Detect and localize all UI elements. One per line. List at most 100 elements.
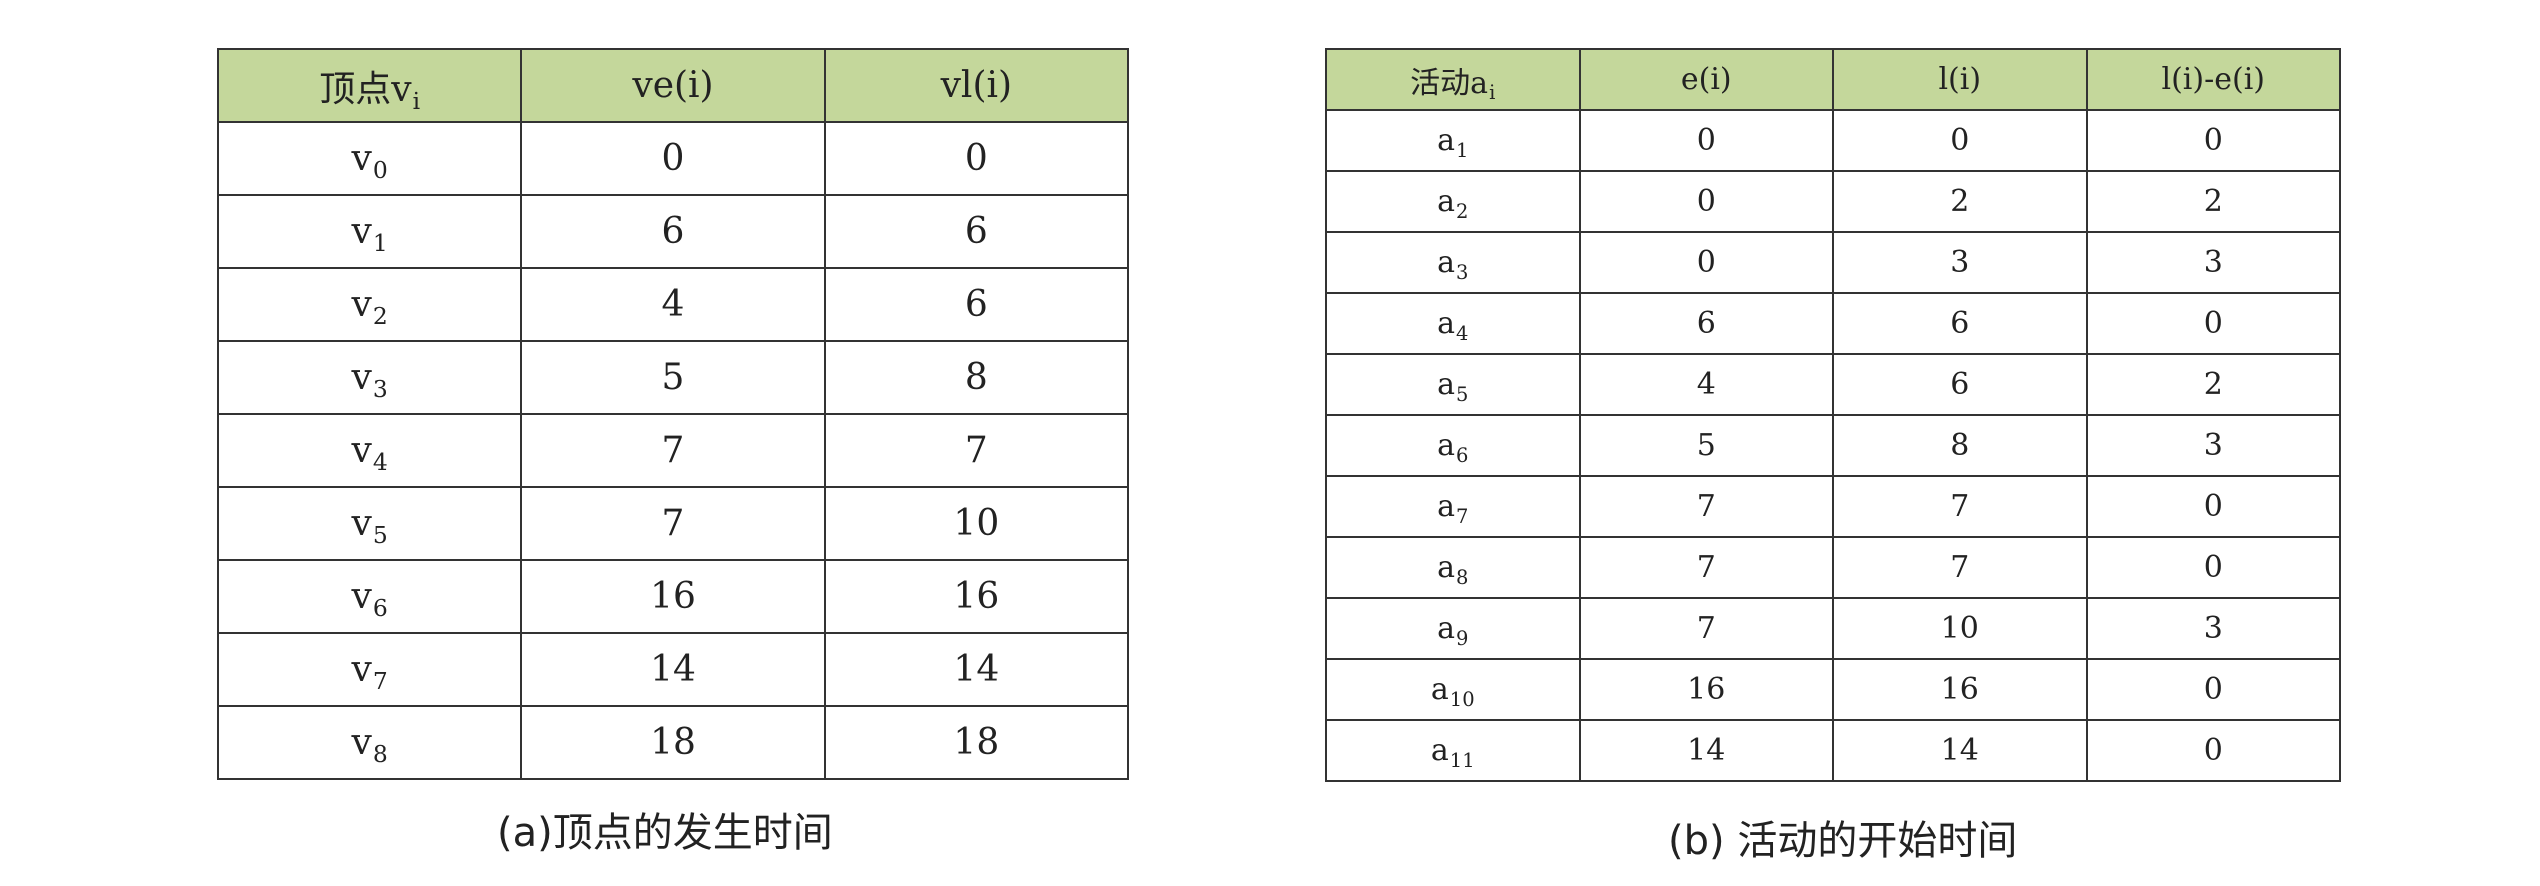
cell-e: 0	[1578, 231, 1834, 294]
cell-ve: 16	[520, 559, 826, 634]
cell-ve: 4	[520, 267, 826, 342]
row-label: a	[1430, 672, 1449, 707]
cell-e: 7	[1578, 475, 1834, 538]
row-label-cell: a9	[1325, 597, 1581, 660]
row-label: a	[1437, 428, 1455, 463]
cell-l: 6	[1832, 292, 2088, 355]
table-row: a1 0 0 0	[1325, 109, 2341, 172]
row-label-subscript: 5	[1455, 382, 1469, 406]
row-label-cell: a11	[1325, 719, 1581, 782]
table-row: a10 16 16 0	[1325, 658, 2341, 721]
row-label-subscript: 10	[1449, 687, 1475, 711]
cell-e: 6	[1578, 292, 1834, 355]
cell-l: 2	[1832, 170, 2088, 233]
table-header-row: 活动ai e(i) l(i) l(i)-e(i)	[1325, 48, 2341, 111]
cell-d: 3	[2085, 231, 2341, 294]
row-label-cell: v0	[216, 121, 523, 196]
table-row: a8 7 7 0	[1325, 536, 2341, 599]
cell-d: 0	[2085, 292, 2341, 355]
row-label-subscript: 2	[1455, 199, 1469, 223]
row-label-cell: a4	[1325, 292, 1581, 355]
table-row: v6 16 16	[216, 559, 1130, 634]
table-row: a4 6 6 0	[1325, 292, 2341, 355]
row-label: v	[351, 138, 372, 179]
table-row: v0 0 0	[216, 121, 1130, 196]
l-column-header: l(i)	[1832, 48, 2088, 111]
cell-ve: 0	[520, 121, 826, 196]
row-label: v	[351, 284, 372, 325]
row-label-subscript: 8	[1455, 565, 1469, 589]
row-label: a	[1437, 245, 1455, 280]
table-row: v4 7 7	[216, 413, 1130, 488]
row-label-cell: a7	[1325, 475, 1581, 538]
row-label-subscript: 11	[1449, 748, 1475, 772]
cell-vl: 8	[823, 340, 1130, 415]
cell-vl: 14	[823, 632, 1130, 707]
cell-l: 8	[1832, 414, 2088, 477]
cell-l: 7	[1832, 536, 2088, 599]
cell-e: 7	[1578, 597, 1834, 660]
vertex-table-body: v0 0 0 v1 6 6 v2 4 6 v3 5 8 v4 7 7 v5 7 10 v6 16 16 v7 14 14 v8 1…	[216, 121, 1130, 780]
row-label-subscript: 6	[1455, 443, 1469, 467]
table-header-row: 顶点vi ve(i) vl(i)	[216, 48, 1130, 123]
table-row: v7 14 14	[216, 632, 1130, 707]
row-label-subscript: 6	[372, 594, 388, 623]
table-row: v2 4 6	[216, 267, 1130, 342]
row-label-subscript: 4	[1455, 321, 1469, 345]
row-label-cell: a5	[1325, 353, 1581, 416]
activity-time-table: 活动ai e(i) l(i) l(i)-e(i) a1 0 0 0 a2 0 2 2 a3 0 3 3…	[1325, 48, 2341, 782]
row-label: v	[351, 722, 372, 763]
row-label: v	[351, 430, 372, 471]
row-label-subscript: 1	[372, 229, 388, 258]
row-label-cell: a6	[1325, 414, 1581, 477]
row-label: v	[351, 503, 372, 544]
cell-e: 0	[1578, 170, 1834, 233]
slack-column-header: l(i)-e(i)	[2085, 48, 2341, 111]
row-label-cell: a8	[1325, 536, 1581, 599]
row-label-cell: v8	[216, 705, 523, 780]
activity-table-body: a1 0 0 0 a2 0 2 2 a3 0 3 3 a4 6 6 0 a5 4 6 2 a6 5 8 3 a7 7 7 0 a8 7 7 0…	[1325, 109, 2341, 782]
row-label: v	[351, 357, 372, 398]
cell-e: 14	[1578, 719, 1834, 782]
row-label: a	[1437, 306, 1455, 341]
row-label-cell: v7	[216, 632, 523, 707]
table-row: v3 5 8	[216, 340, 1130, 415]
cell-ve: 5	[520, 340, 826, 415]
row-label: v	[351, 576, 372, 617]
cell-d: 3	[2085, 414, 2341, 477]
header-label: 顶点v	[319, 68, 412, 110]
row-label-cell: v5	[216, 486, 523, 561]
cell-ve: 18	[520, 705, 826, 780]
cell-vl: 6	[823, 194, 1130, 269]
row-label: a	[1437, 550, 1455, 585]
table-row: v8 18 18	[216, 705, 1130, 780]
e-column-header: e(i)	[1578, 48, 1834, 111]
row-label: a	[1437, 367, 1455, 402]
cell-d: 0	[2085, 109, 2341, 172]
row-label-subscript: 7	[372, 667, 388, 696]
row-label-subscript: 8	[372, 740, 388, 769]
row-label-subscript: 5	[372, 521, 388, 550]
header-subscript: i	[412, 86, 421, 115]
cell-e: 4	[1578, 353, 1834, 416]
row-label: a	[1437, 123, 1455, 158]
cell-d: 3	[2085, 597, 2341, 660]
table-row: a9 7 10 3	[1325, 597, 2341, 660]
cell-d: 0	[2085, 719, 2341, 782]
table-row: a7 7 7 0	[1325, 475, 2341, 538]
cell-l: 0	[1832, 109, 2088, 172]
cell-d: 2	[2085, 353, 2341, 416]
row-label-cell: v1	[216, 194, 523, 269]
vertex-column-header: 顶点vi	[216, 48, 523, 123]
row-label-cell: a1	[1325, 109, 1581, 172]
vertex-time-table: 顶点vi ve(i) vl(i) v0 0 0 v1 6 6 v2 4 6 v3 5 8 v4 7 7 v5 7…	[216, 48, 1130, 780]
cell-l: 14	[1832, 719, 2088, 782]
table-row: a2 0 2 2	[1325, 170, 2341, 233]
table-b-caption: (b) 活动的开始时间	[1668, 818, 2018, 864]
row-label-cell: v6	[216, 559, 523, 634]
row-label-subscript: 7	[1455, 504, 1469, 528]
cell-d: 0	[2085, 536, 2341, 599]
header-label: 活动a	[1410, 65, 1489, 101]
row-label-subscript: 3	[1455, 260, 1469, 284]
cell-vl: 18	[823, 705, 1130, 780]
